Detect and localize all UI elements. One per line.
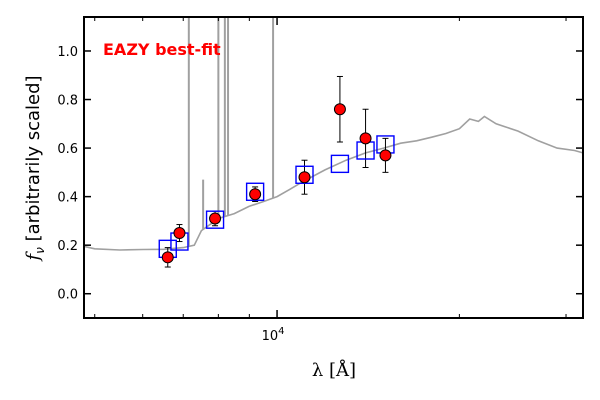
- plot-frame: [83, 16, 584, 319]
- model-spectrum-layer: [84, 17, 583, 251]
- y-tick-label: 0.6: [57, 142, 78, 157]
- model-photometry-box: [245, 182, 265, 201]
- observed-point: [161, 251, 174, 264]
- x-tick-layer: 104: [94, 17, 567, 344]
- observed-photometry-layer: [161, 103, 392, 264]
- y-tick-label: 0.8: [57, 94, 78, 109]
- observed-point: [209, 212, 222, 225]
- y-tick-label: 0.0: [57, 288, 78, 303]
- x-axis-label: λ [Å]: [312, 359, 356, 381]
- x-tick-label: 104: [262, 326, 285, 344]
- y-axis-label: fν [arbitrarily scaled]: [23, 75, 47, 262]
- observed-point: [379, 149, 392, 162]
- observed-point: [359, 132, 372, 145]
- observed-point: [249, 188, 262, 201]
- y-tick-layer: 0.0 0.2 0.4 0.6 0.8 1.0: [57, 45, 583, 303]
- model-spectrum-line: [84, 115, 583, 251]
- y-tick-label: 0.2: [57, 239, 78, 254]
- model-photometry-box: [205, 210, 225, 229]
- observed-point: [333, 103, 346, 116]
- y-tick-label: 0.4: [57, 191, 78, 206]
- svg-text:fν [arbitrarily scaled]: fν [arbitrarily scaled]: [23, 75, 47, 262]
- y-tick-label: 1.0: [57, 45, 78, 60]
- model-photometry-box: [295, 165, 314, 184]
- observed-point: [173, 227, 186, 240]
- observed-point: [298, 171, 311, 184]
- annotation-label: EAZY best-fit: [103, 40, 221, 59]
- model-photometry-box: [330, 154, 350, 174]
- plot-clip-group: [84, 17, 583, 268]
